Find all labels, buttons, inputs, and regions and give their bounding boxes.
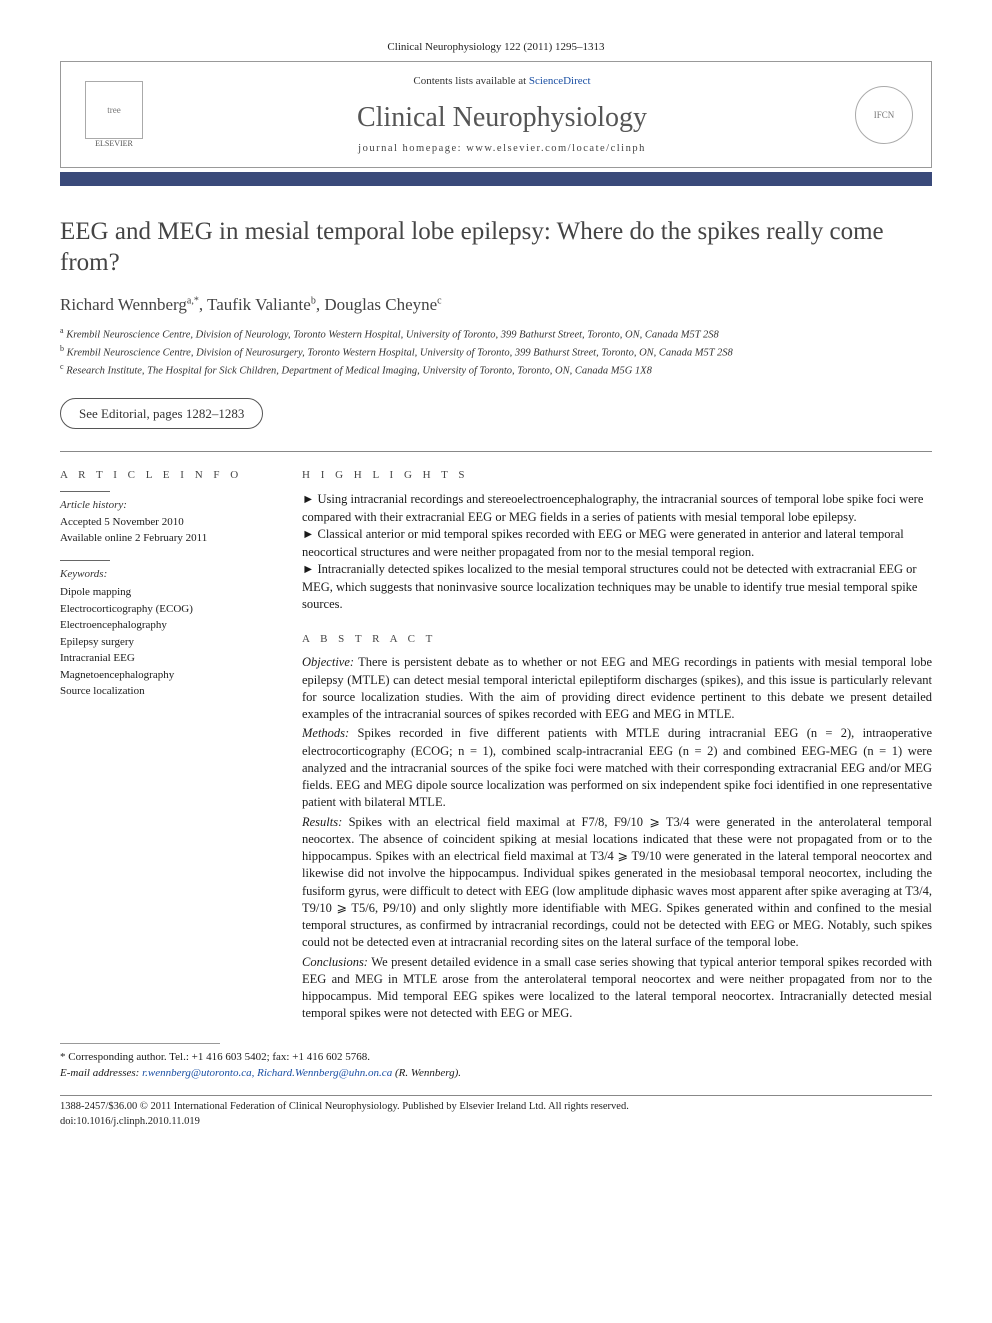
abstract-head: A B S T R A C T (302, 632, 932, 647)
doi: doi:10.1016/j.clinph.2010.11.019 (60, 1115, 932, 1129)
corresponding-author: * Corresponding author. Tel.: +1 416 603… (60, 1050, 932, 1065)
keyword: Epilepsy surgery (60, 634, 270, 651)
editorial-link-pill[interactable]: See Editorial, pages 1282–1283 (60, 398, 263, 430)
keyword: Electrocorticography (ECOG) (60, 601, 270, 618)
color-bar (60, 172, 932, 186)
highlight-item: Intracranially detected spikes localized… (302, 562, 917, 611)
author: Douglas Cheynec (324, 295, 441, 314)
highlight-item: Using intracranial recordings and stereo… (302, 492, 923, 524)
keyword: Magnetoencephalography (60, 667, 270, 684)
keyword: Dipole mapping (60, 584, 270, 601)
issn-copyright: 1388-2457/$36.00 © 2011 International Fe… (60, 1100, 932, 1114)
author: Taufik Valianteb (207, 295, 316, 314)
keyword: Source localization (60, 683, 270, 700)
footer: 1388-2457/$36.00 © 2011 International Fe… (60, 1095, 932, 1128)
sciencedirect-link[interactable]: ScienceDirect (529, 75, 591, 87)
divider (60, 451, 932, 452)
highlights-head: H I G H L I G H T S (302, 468, 932, 483)
keywords-list: Dipole mapping Electrocorticography (ECO… (60, 584, 270, 700)
author-list: Richard Wennberga,*, Taufik Valianteb, D… (60, 294, 932, 317)
elsevier-tree-icon: tree (85, 81, 143, 139)
affiliations: a Krembil Neuroscience Centre, Division … (60, 325, 932, 380)
footnote-divider (60, 1043, 220, 1044)
article-title: EEG and MEG in mesial temporal lobe epil… (60, 216, 932, 279)
keyword: Electroencephalography (60, 617, 270, 634)
journal-name: Clinical Neurophysiology (169, 99, 835, 137)
corresponding-email: E-mail addresses: r.wennberg@utoronto.ca… (60, 1066, 932, 1081)
article-info-head: A R T I C L E I N F O (60, 468, 270, 483)
author-email-link[interactable]: r.wennberg@utoronto.ca, Richard.Wennberg… (142, 1067, 392, 1079)
publisher-label: ELSEVIER (95, 139, 133, 150)
article-history: Article history: Accepted 5 November 201… (60, 498, 270, 546)
author: Richard Wennberga,* (60, 295, 199, 314)
abstract-body: Objective: There is persistent debate as… (302, 654, 932, 1022)
journal-header: tree ELSEVIER Contents lists available a… (60, 61, 932, 168)
ifcn-logo-icon: IFCN (855, 86, 913, 144)
contents-available: Contents lists available at ScienceDirec… (169, 74, 835, 89)
highlight-item: Classical anterior or mid temporal spike… (302, 527, 904, 559)
info-divider (60, 560, 110, 561)
highlights-list: Using intracranial recordings and stereo… (302, 491, 932, 614)
keywords-label: Keywords: (60, 567, 270, 582)
publisher-logo: tree ELSEVIER (79, 81, 149, 150)
info-divider (60, 491, 110, 492)
journal-homepage: journal homepage: www.elsevier.com/locat… (169, 142, 835, 156)
keyword: Intracranial EEG (60, 650, 270, 667)
citation-line: Clinical Neurophysiology 122 (2011) 1295… (60, 40, 932, 55)
